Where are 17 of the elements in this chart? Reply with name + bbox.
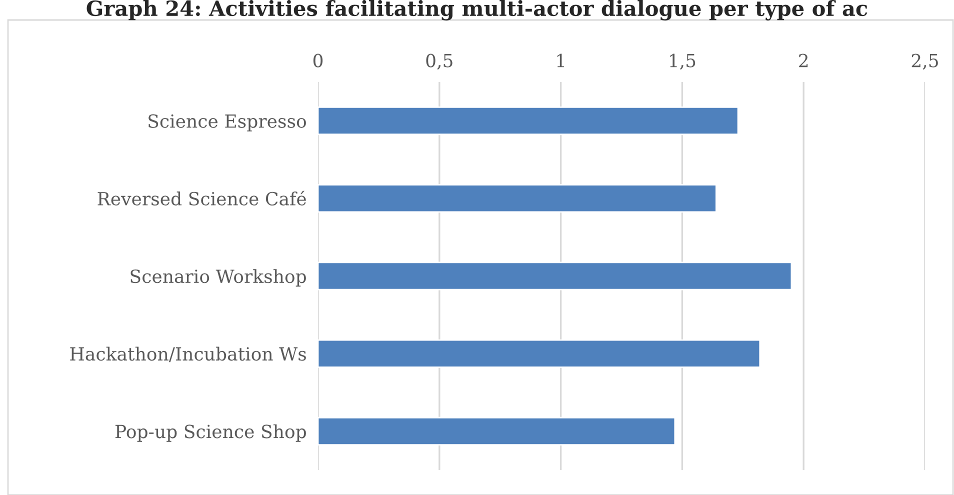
x-tick-label: 0: [313, 54, 323, 68]
chart-title: Graph 24: Activities facilitating multi-actor dialogue per type of ac: [86, 0, 868, 20]
bar: [318, 184, 717, 213]
bar: [318, 416, 676, 446]
bar: [318, 262, 792, 290]
y-tick-label: Hackathon/Incubation Ws: [70, 346, 306, 362]
y-tick-label: Science Espresso: [148, 114, 306, 132]
x-tick-label: 2,5: [912, 54, 938, 70]
bar: [318, 106, 739, 136]
x-tick-label: 1: [557, 54, 564, 68]
bar: [318, 339, 761, 368]
y-tick-label: Scenario Workshop: [130, 269, 306, 287]
y-tick-label: Reversed Science Café: [98, 190, 306, 206]
x-tick-label: 2: [799, 54, 808, 68]
x-tick-label: 0,5: [426, 54, 452, 70]
y-tick-label: Pop-up Science Shop: [115, 424, 306, 442]
x-tick-label: 1,5: [670, 54, 696, 70]
